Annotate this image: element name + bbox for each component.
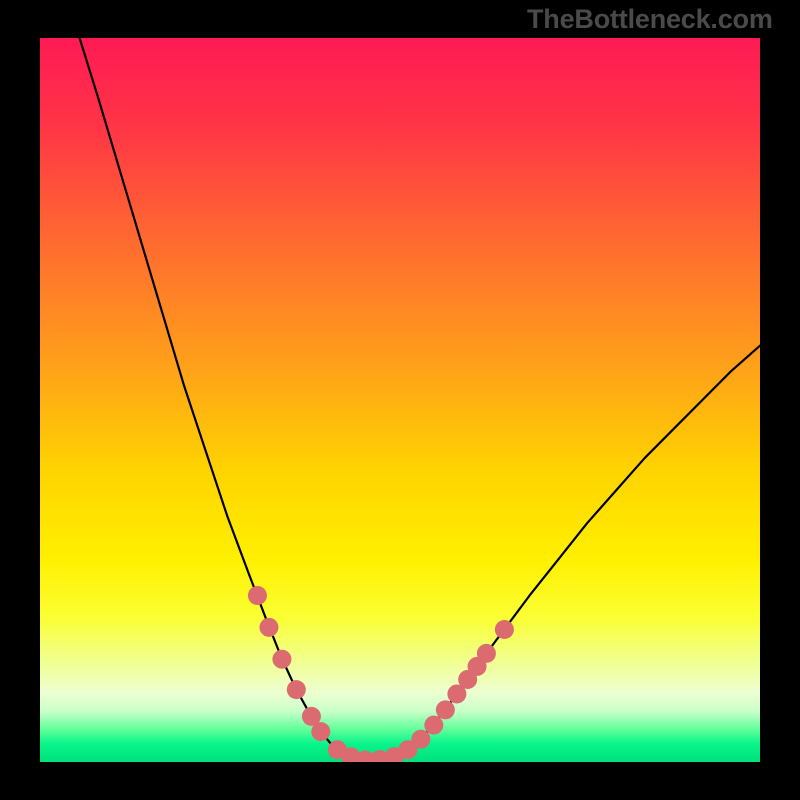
gradient-background <box>40 38 760 762</box>
data-marker <box>287 680 306 699</box>
chart-svg <box>40 38 760 762</box>
data-marker <box>311 722 330 741</box>
data-marker <box>436 700 455 719</box>
data-marker <box>411 730 430 749</box>
data-marker <box>272 650 291 669</box>
data-marker <box>495 620 514 639</box>
data-marker <box>259 618 278 637</box>
figure-root: TheBottleneck.com <box>0 0 800 800</box>
watermark-text: TheBottleneck.com <box>527 4 773 35</box>
data-marker <box>477 644 496 663</box>
plot-area <box>40 38 760 762</box>
data-marker <box>424 716 443 735</box>
data-marker <box>248 586 267 605</box>
